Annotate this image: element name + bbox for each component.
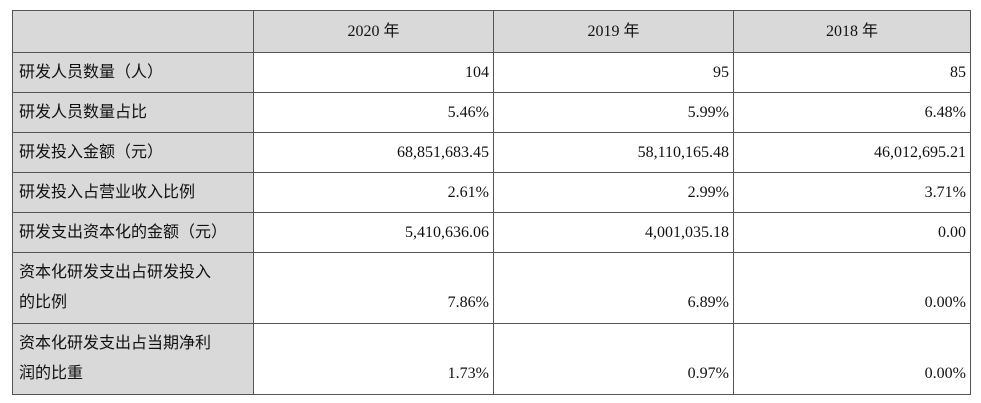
row-label: 研发人员数量占比 (12, 92, 254, 133)
row-label-line: 研发投入金额（元） (19, 143, 164, 161)
value-cell: 5.46% (253, 92, 494, 133)
value-cell: 7.86% (253, 252, 494, 324)
value-cell: 4,001,035.18 (493, 212, 734, 253)
value-cell: 0.00% (733, 252, 971, 324)
row-label-line: 润的比重 (19, 365, 84, 382)
row-label: 研发投入占营业收入比例 (12, 172, 254, 213)
rd-table: 2020 年 2019 年 2018 年 研发人员数量（人） 104 95 85 研发人员数… (12, 10, 971, 395)
table-row: 研发支出资本化的金额（元） 5,410,636.06 4,001,035.18 0.0… (12, 212, 971, 253)
value-cell: 68,851,683.45 (253, 132, 494, 173)
value-cell: 2.99% (493, 172, 734, 213)
column-header: 2018 年 (733, 10, 971, 53)
table-row: 研发人员数量（人） 104 95 85 (12, 52, 971, 93)
row-label-line: 研发人员数量占比 (19, 103, 148, 121)
row-label-line: 资本化研发支出占研发投入 (19, 264, 212, 281)
row-label: 研发投入金额（元） (12, 132, 254, 173)
value-cell: 104 (253, 52, 494, 93)
value-cell: 46,012,695.21 (733, 132, 971, 173)
column-header: 2019 年 (493, 10, 734, 53)
row-label: 资本化研发支出占研发投入 的比例 (12, 252, 254, 324)
table-row: 研发人员数量占比 5.46% 5.99% 6.48% (12, 92, 971, 133)
row-label: 研发支出资本化的金额（元） (12, 212, 254, 253)
row-label-line: 研发人员数量（人） (19, 63, 164, 81)
row-label-line: 的比例 (19, 294, 68, 311)
value-cell: 5,410,636.06 (253, 212, 494, 253)
row-label: 资本化研发支出占当期净利 润的比重 (12, 323, 254, 395)
value-cell: 0.97% (493, 323, 734, 395)
header-row: 2020 年 2019 年 2018 年 (12, 10, 971, 53)
table-row: 资本化研发支出占研发投入 的比例 7.86% 6.89% 0.00% (12, 252, 971, 324)
table-row: 研发投入金额（元） 68,851,683.45 58,110,165.48 46,01… (12, 132, 971, 173)
table-body: 研发人员数量（人） 104 95 85 研发人员数量占比 5.46% 5.99% 6.48% 研… (12, 52, 971, 395)
value-cell: 95 (493, 52, 734, 93)
value-cell: 1.73% (253, 323, 494, 395)
column-header: 2020 年 (253, 10, 494, 53)
value-cell: 2.61% (253, 172, 494, 213)
value-cell: 85 (733, 52, 971, 93)
value-cell: 5.99% (493, 92, 734, 133)
value-cell: 6.48% (733, 92, 971, 133)
table-row: 研发投入占营业收入比例 2.61% 2.99% 3.71% (12, 172, 971, 213)
value-cell: 0.00% (733, 323, 971, 395)
row-label-line: 研发投入占营业收入比例 (19, 183, 196, 201)
corner-cell (12, 10, 254, 53)
value-cell: 3.71% (733, 172, 971, 213)
table-row: 资本化研发支出占当期净利 润的比重 1.73% 0.97% 0.00% (12, 323, 971, 395)
row-label-line: 资本化研发支出占当期净利 (19, 335, 212, 352)
row-label-line: 研发支出资本化的金额（元） (19, 223, 228, 241)
row-label: 研发人员数量（人） (12, 52, 254, 93)
value-cell: 58,110,165.48 (493, 132, 734, 173)
value-cell: 0.00 (733, 212, 971, 253)
value-cell: 6.89% (493, 252, 734, 324)
